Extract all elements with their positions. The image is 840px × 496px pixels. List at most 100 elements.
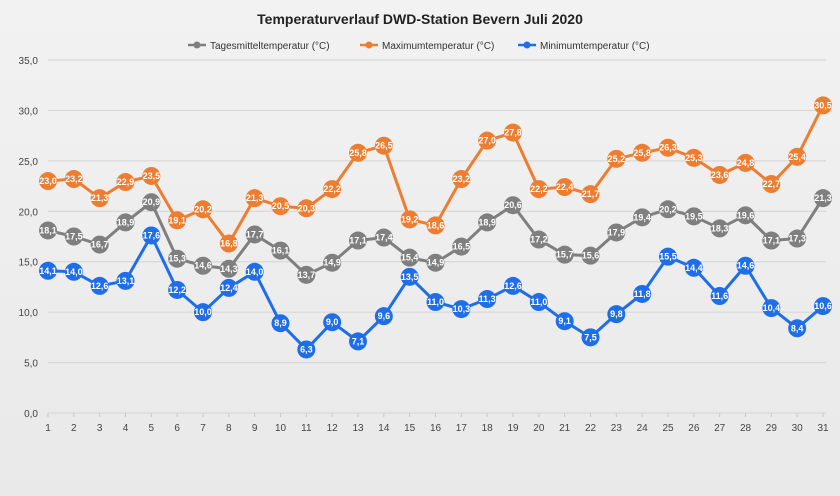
data-label: 15,6: [582, 251, 600, 261]
data-label: 18,9: [117, 217, 135, 227]
x-tick-label: 26: [688, 423, 700, 434]
x-tick-label: 4: [123, 423, 129, 434]
data-label: 13,5: [401, 272, 419, 282]
x-tick-label: 24: [637, 423, 649, 434]
data-point: [555, 178, 574, 197]
data-label: 27,0: [478, 136, 496, 146]
data-label: 16,7: [91, 240, 109, 250]
data-point: [90, 235, 109, 254]
data-point: [504, 123, 522, 142]
x-axis: 1 2 3 4 5 6 7 8 9 10 11 12 13 14 15 16 17 18 19 20 21 22 23 24 2…: [45, 423, 829, 434]
data-point: [529, 230, 548, 249]
data-point: [426, 253, 445, 272]
x-tick-label: 22: [585, 423, 597, 434]
data-point: [762, 299, 781, 318]
data-point: [39, 261, 57, 280]
data-label: 23,2: [453, 174, 471, 184]
legend-label: Tagesmitteltemperatur (°C): [210, 41, 330, 52]
data-point: [142, 193, 161, 212]
x-tick-label: 1: [45, 423, 51, 434]
data-point: [633, 284, 652, 303]
data-label: 16,5: [453, 242, 471, 252]
data-label: 23,6: [711, 170, 729, 180]
x-tick-label: 30: [792, 423, 804, 434]
data-point: [64, 262, 83, 281]
legend-label: Minimumtemperatur (°C): [540, 41, 650, 52]
data-label: 27,8: [504, 128, 522, 138]
x-tick-label: 9: [252, 423, 258, 434]
data-label: 14,6: [737, 261, 755, 271]
data-point: [814, 96, 832, 115]
y-axis: 0,0 5,0 10,0 15,0 20,0 25,0 30,0 35,0: [19, 56, 39, 420]
data-label: 11,6: [711, 291, 728, 301]
data-point: [245, 189, 264, 208]
y-tick-label: 15,0: [19, 258, 39, 269]
data-label: 23,5: [143, 171, 161, 181]
y-tick-label: 0,0: [24, 409, 38, 420]
data-point: [245, 262, 264, 281]
data-point: [297, 340, 316, 359]
data-label: 15,4: [401, 253, 419, 263]
data-label: 20,9: [143, 197, 161, 207]
data-point: [478, 131, 497, 150]
data-point: [245, 225, 264, 244]
data-label: 14,1: [39, 266, 57, 276]
data-point: [633, 143, 652, 162]
data-label: 20,5: [272, 201, 290, 211]
data-point: [684, 258, 703, 277]
data-label: 25,4: [788, 152, 806, 162]
data-label: 23,0: [39, 176, 57, 186]
data-label: 17,4: [375, 233, 393, 243]
legend-label: Maximumtemperatur (°C): [382, 41, 494, 52]
x-tick-label: 29: [766, 423, 778, 434]
data-label: 17,3: [788, 234, 806, 244]
data-label: 17,7: [246, 229, 264, 239]
data-label: 10,4: [763, 303, 781, 313]
data-label: 13,7: [298, 270, 316, 280]
data-point: [297, 265, 316, 284]
y-tick-label: 5,0: [24, 359, 38, 370]
data-label: 9,1: [558, 316, 571, 326]
data-label: 18,1: [39, 225, 57, 235]
data-point: [349, 231, 367, 250]
series-layer: 18,1 17,5 16,7 18,9 20,9 15,3 14,6 14,3 17,7 16,1…: [39, 96, 832, 359]
data-point: [529, 180, 548, 199]
data-label: 19,1: [168, 215, 186, 225]
data-point: [219, 259, 238, 278]
data-point: [271, 197, 290, 216]
data-label: 25,8: [633, 148, 651, 158]
data-label: 20,2: [194, 204, 212, 214]
data-label: 18,3: [711, 223, 729, 233]
data-label: 17,6: [143, 230, 161, 240]
data-label: 11,3: [479, 294, 496, 304]
data-label: 10,6: [814, 301, 832, 311]
data-point: [90, 189, 109, 208]
data-label: 14,4: [685, 263, 703, 273]
data-label: 14,6: [194, 261, 212, 271]
legend-marker: [365, 41, 373, 49]
x-tick-label: 2: [71, 423, 77, 434]
data-point: [607, 305, 626, 324]
data-point: [452, 300, 471, 319]
data-label: 19,6: [737, 210, 755, 220]
data-label: 14,3: [220, 264, 238, 274]
data-label: 11,0: [530, 297, 547, 307]
x-tick-label: 13: [352, 423, 364, 434]
legend-marker: [523, 41, 531, 49]
data-point: [504, 276, 522, 295]
data-label: 21,3: [91, 193, 109, 203]
data-label: 8,4: [791, 323, 804, 333]
chart-title: Temperaturverlauf DWD-Station Bevern Jul…: [257, 11, 583, 27]
data-point: [142, 166, 161, 185]
x-tick-label: 16: [430, 423, 442, 434]
data-point: [194, 200, 212, 219]
data-label: 11,8: [634, 289, 651, 299]
data-label: 13,1: [117, 276, 135, 286]
data-point: [349, 332, 367, 351]
data-point: [64, 170, 83, 189]
data-point: [219, 234, 238, 253]
data-label: 26,5: [375, 141, 393, 151]
data-label: 26,3: [659, 143, 677, 153]
data-label: 16,8: [220, 239, 238, 249]
data-label: 7,5: [584, 332, 597, 342]
